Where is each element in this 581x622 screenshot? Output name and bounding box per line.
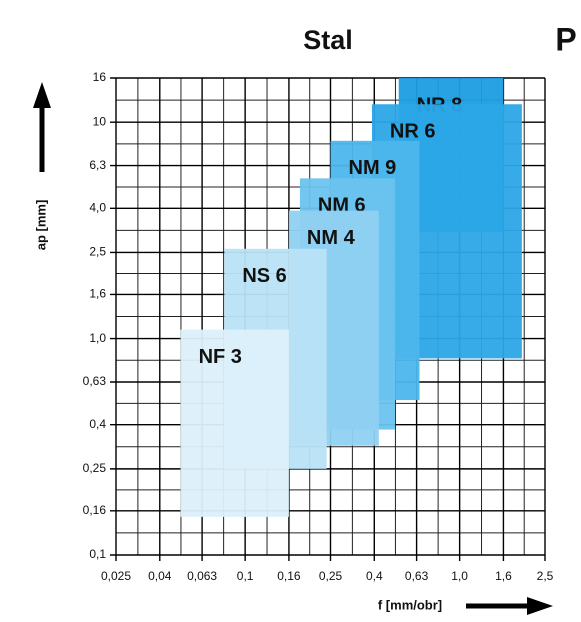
x-tick-label: 0,025 [101, 569, 131, 583]
x-axis-label: f [mm/obr] [378, 597, 442, 612]
x-arrowhead [527, 597, 553, 615]
x-tick-label: 0,1 [237, 569, 254, 583]
x-tick-label: 1,0 [451, 569, 468, 583]
y-tick-label: 1,6 [89, 287, 106, 301]
chart-title: Stal [303, 25, 353, 55]
y-arrowhead [33, 82, 51, 108]
y-tick-label: 0,25 [83, 461, 107, 475]
x-tick-label: 0,16 [277, 569, 301, 583]
x-tick-label: 1,6 [495, 569, 512, 583]
region-label: NM 4 [307, 227, 356, 249]
region-label: NM 9 [349, 157, 397, 179]
region-label: NS 6 [242, 265, 286, 287]
y-tick-label: 0,63 [83, 374, 107, 388]
region-label: NF 3 [199, 346, 242, 368]
y-tick-label: 0,16 [83, 503, 107, 517]
region-label: NR 6 [390, 121, 436, 143]
chart-subtitle: P [555, 21, 576, 57]
x-tick-label: 2,5 [537, 569, 554, 583]
y-tick-label: 0,1 [89, 547, 106, 561]
x-tick-label: 0,063 [187, 569, 217, 583]
x-tick-label: 0,4 [366, 569, 383, 583]
y-tick-label: 4,0 [89, 200, 106, 214]
y-tick-label: 16 [93, 70, 107, 84]
y-tick-label: 2,5 [89, 245, 106, 259]
x-tick-label: 0,25 [319, 569, 343, 583]
x-tick-label: 0,04 [148, 569, 172, 583]
x-tick-label: 0,63 [405, 569, 429, 583]
y-tick-label: 10 [93, 114, 107, 128]
y-tick-label: 0,4 [89, 417, 106, 431]
y-axis-label: ap [mm] [33, 200, 48, 251]
y-tick-label: 1,0 [89, 331, 106, 345]
y-tick-label: 6,3 [89, 158, 106, 172]
region [180, 329, 289, 517]
